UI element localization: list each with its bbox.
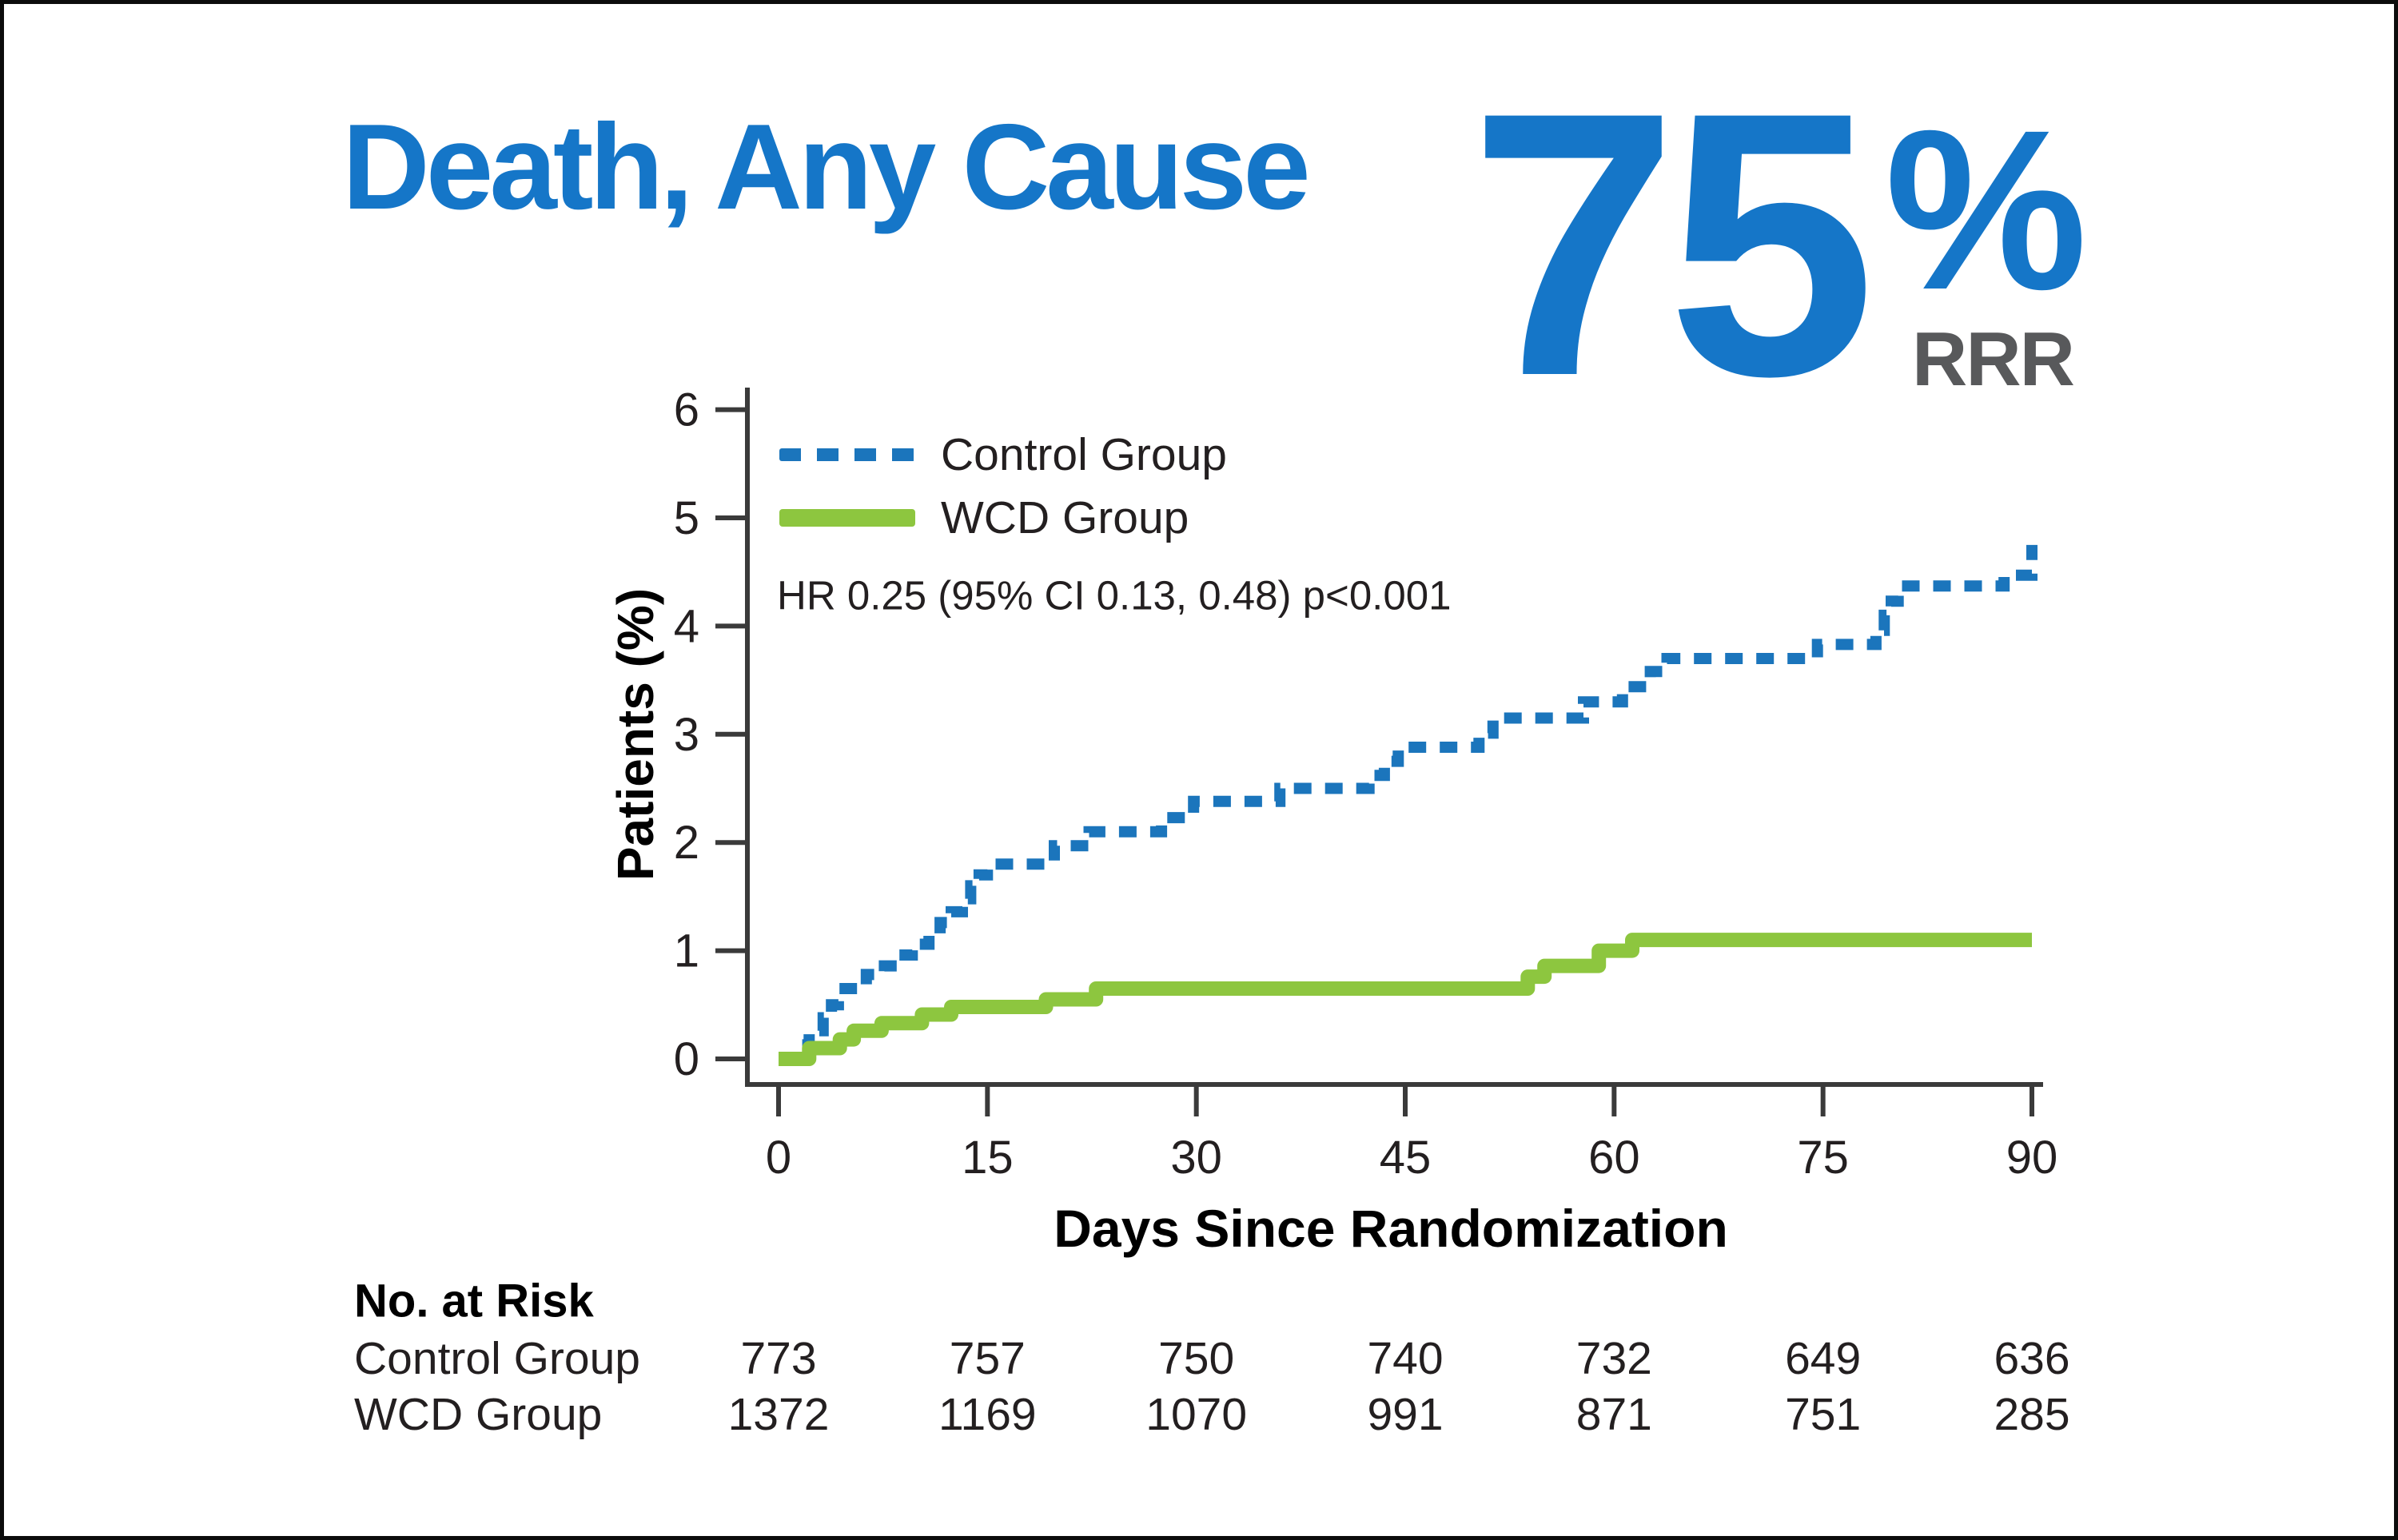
x-tick-label: 90 [2006, 1132, 2058, 1184]
y-tick-label: 1 [674, 925, 699, 977]
x-tick-label: 75 [1797, 1132, 1849, 1184]
stat-percent-sign: % [1885, 83, 2088, 337]
y-tick-label: 4 [674, 600, 699, 652]
y-tick-label: 3 [674, 709, 699, 761]
x-tick-label: 30 [1170, 1132, 1222, 1184]
x-tick-label: 15 [962, 1132, 1014, 1184]
legend-label-wcd: WCD Group [941, 492, 1189, 543]
legend-item-control: Control Group [779, 428, 1227, 481]
wcd-group-curve [779, 933, 2032, 1066]
y-axis-title-text: Patients (%) [607, 587, 664, 881]
y-tick-label: 5 [674, 492, 699, 544]
y-tick-label: 2 [674, 817, 699, 869]
y-tick-label: 0 [674, 1033, 699, 1085]
x-tick-label: 45 [1380, 1132, 1432, 1184]
figure-title: Death, Any Cause [342, 99, 1311, 235]
stat-value: 75 [1469, 34, 1876, 454]
control-group-curve [802, 544, 2038, 1051]
wcd-solid-line-swatch [779, 509, 915, 527]
control-dashed-line-swatch [779, 448, 915, 461]
legend-label-control: Control Group [941, 429, 1228, 480]
hazard-ratio-annotation: HR 0.25 (95% CI 0.13, 0.48) p<0.001 [777, 572, 1452, 619]
y-tick-label: 6 [674, 384, 699, 436]
x-tick-label: 0 [766, 1132, 791, 1184]
axes [745, 388, 2043, 1087]
legend-item-wcd: WCD Group [779, 491, 1189, 544]
x-tick-label: 60 [1588, 1132, 1640, 1184]
x-axis-title: Days Since Randomization [1054, 1199, 1728, 1258]
stat-label: RRR [1912, 316, 2075, 402]
